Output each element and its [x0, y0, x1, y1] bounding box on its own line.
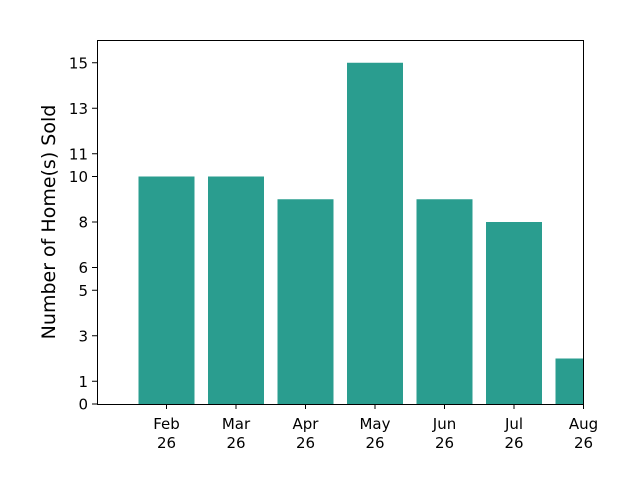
x-tick-label: Jun 26 [432, 415, 456, 452]
bar-jun [416, 199, 473, 404]
bar-feb [138, 176, 195, 404]
y-tick-label: 8 [78, 214, 88, 232]
bar-mar [208, 176, 264, 404]
x-tick-label: May 26 [359, 415, 390, 452]
bar-may [347, 62, 403, 404]
y-tick-label: 1 [78, 373, 88, 391]
x-tick-label: Mar 26 [222, 415, 251, 452]
y-tick-label: 15 [69, 54, 88, 72]
bar-apr [277, 199, 334, 404]
bar-aug [555, 358, 583, 404]
x-tick-label: Apr 26 [293, 415, 320, 452]
y-tick-label: 5 [78, 282, 88, 300]
x-axis-ticks: Feb 26 Mar 26 Apr 26 May 26 Jun 26 Jul 26 Aug 26 [153, 404, 598, 452]
y-tick-label: 0 [78, 396, 88, 414]
bar-jul [486, 222, 542, 404]
x-tick-label: Aug 26 [569, 415, 598, 452]
y-tick-label: 10 [69, 168, 88, 186]
y-tick-label: 6 [78, 259, 88, 277]
y-axis-title: Number of Home(s) Sold [38, 105, 60, 340]
y-tick-label: 13 [69, 100, 88, 118]
bars-group [138, 62, 583, 404]
y-tick-label: 11 [69, 145, 88, 163]
y-tick-label: 3 [78, 327, 88, 345]
plot-frame [97, 40, 584, 405]
x-tick-label: Feb 26 [153, 415, 180, 452]
x-tick-label: Jul 26 [504, 415, 524, 452]
